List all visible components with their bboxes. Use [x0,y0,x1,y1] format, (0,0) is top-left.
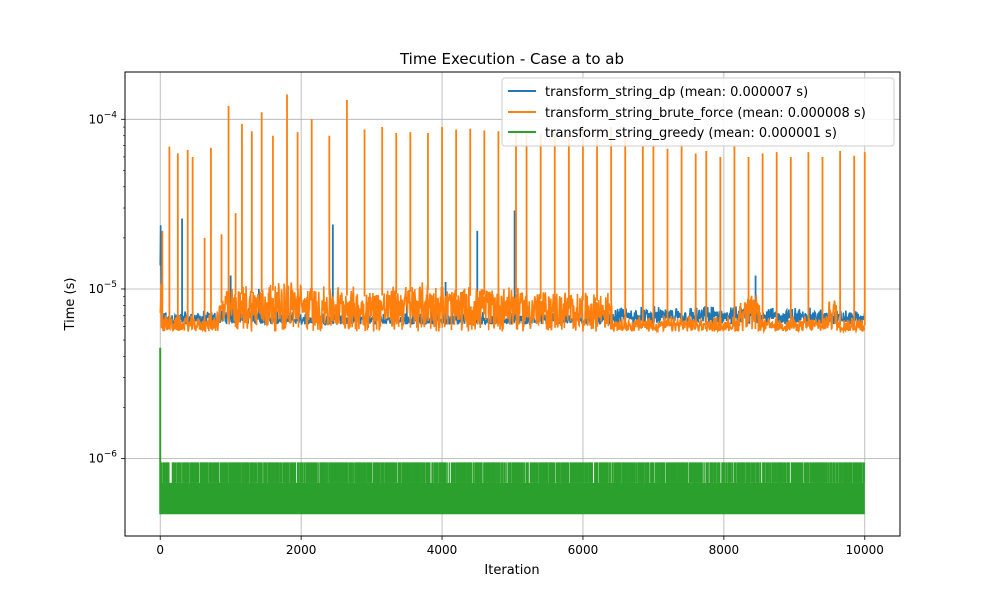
chart-title: Time Execution - Case a to ab [399,50,624,68]
x-tick-label: 0 [156,543,164,557]
x-tick-label: 10000 [846,543,884,557]
series-brute-force [159,94,866,335]
y-tick-label: 10−6 [88,450,117,466]
x-tick-label: 4000 [427,543,458,557]
y-axis-label: Time (s) [63,278,78,332]
plot-frame [124,71,901,537]
series-layer [159,94,866,515]
x-tick-label: 6000 [568,543,599,557]
series-band [160,482,865,515]
legend: transform_string_dp (mean: 0.000007 s) t… [501,77,895,147]
legend-label-dp: transform_string_dp (mean: 0.000007 s) [545,85,808,100]
x-axis-ticks: 0 2000 4000 6000 8000 10000 [156,536,884,557]
x-tick-label: 2000 [286,543,317,557]
legend-label-brute-force: transform_string_brute_force (mean: 0.00… [545,106,866,121]
legend-label-greedy: transform_string_greedy (mean: 0.000001 … [545,126,837,141]
x-tick-label: 8000 [709,543,740,557]
legend-box [501,77,895,147]
series-greedy [159,347,865,515]
y-axis-ticks: 10−6 10−5 10−4 [88,110,125,466]
y-tick-label: 10−5 [88,280,117,296]
series-line [159,282,866,335]
y-tick-label: 10−4 [88,110,117,126]
x-axis-label: Iteration [484,563,539,578]
